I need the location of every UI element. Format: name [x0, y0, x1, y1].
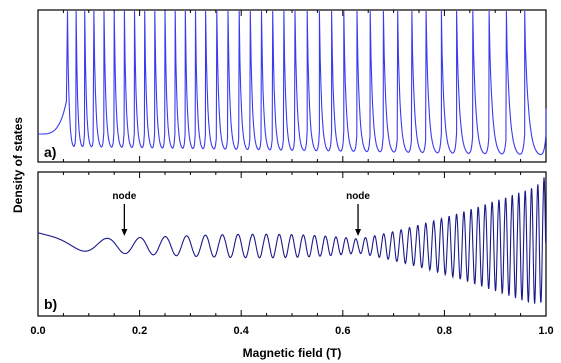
panel-b-label: b) — [44, 296, 57, 312]
y-axis-label: Density of states — [11, 117, 25, 213]
x-tick-label: 0.0 — [30, 325, 45, 337]
x-axis-label: Magnetic field (T) — [243, 346, 342, 360]
panel-a-ticks — [37, 10, 547, 162]
annotation-arrowhead — [121, 229, 128, 236]
annotation-node-label: node — [112, 191, 136, 202]
annotations: node node — [112, 191, 370, 236]
annotation-arrowhead — [355, 229, 362, 236]
panel-a-label: a) — [44, 144, 56, 160]
panel-a-curve — [38, 10, 547, 156]
x-tick-label: 1.0 — [538, 325, 553, 337]
panel-b-curve — [37, 177, 547, 304]
x-tick-label: 0.2 — [132, 325, 147, 337]
annotation-node-label: node — [346, 191, 370, 202]
x-tick-label: 0.4 — [234, 325, 250, 337]
panel-b-ticks — [37, 172, 547, 316]
x-tick-label: 0.8 — [437, 325, 452, 337]
x-tick-labels: 0.0 0.2 0.4 0.6 0.8 1.0 — [30, 325, 553, 337]
x-tick-label: 0.6 — [335, 325, 350, 337]
